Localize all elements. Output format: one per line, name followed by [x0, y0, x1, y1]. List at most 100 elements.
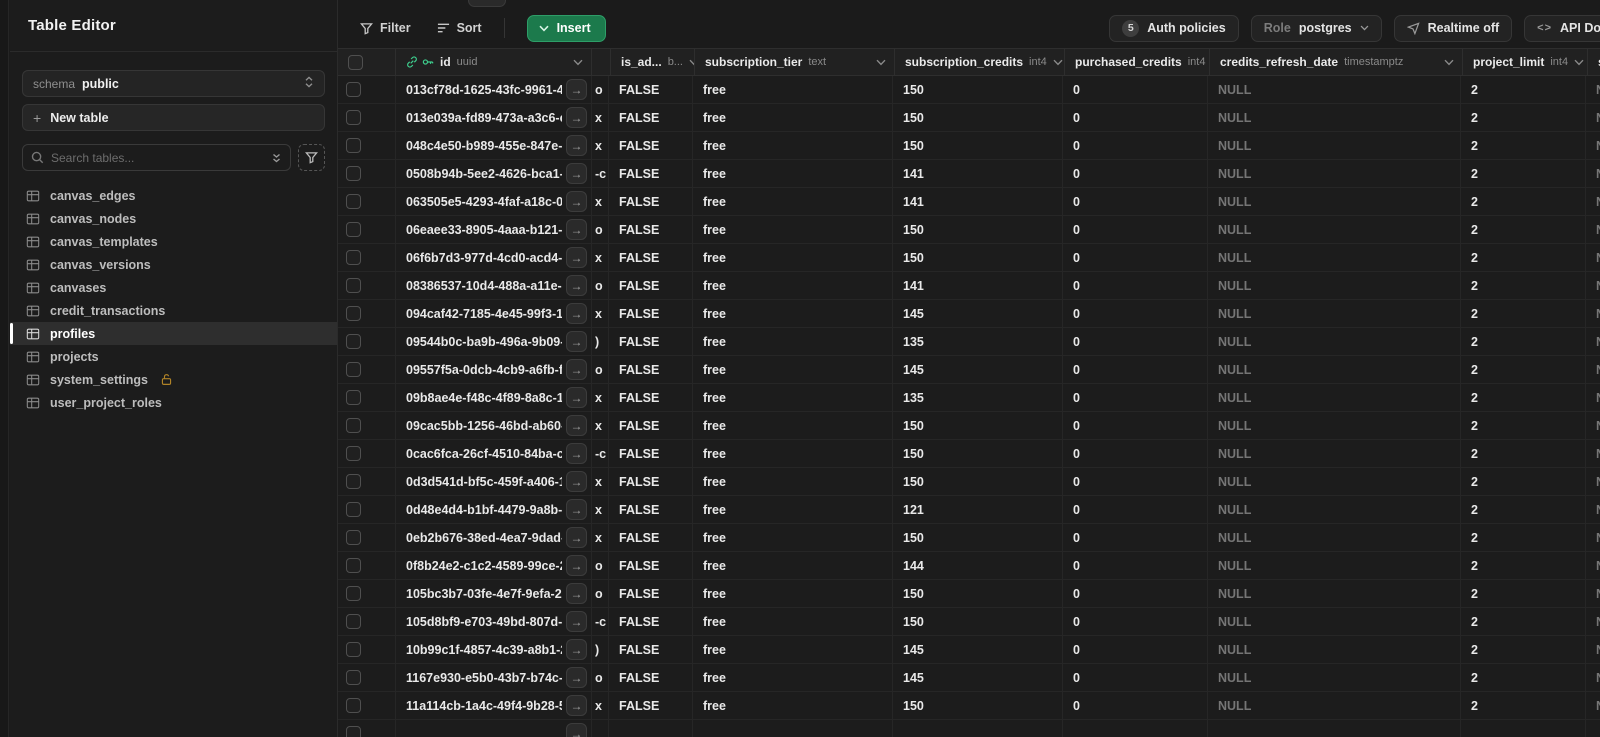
cell-tier[interactable]: free: [693, 104, 893, 131]
cell-isadmin[interactable]: FALSE: [609, 356, 693, 383]
chevron-down-icon[interactable]: [1444, 59, 1454, 66]
row-checkbox[interactable]: [346, 670, 361, 685]
cell-isadmin[interactable]: FALSE: [609, 244, 693, 271]
cell-su[interactable]: NU: [1586, 188, 1600, 215]
cell-clip[interactable]: o: [592, 664, 609, 691]
cell-id[interactable]: 0d3d541d-bf5c-459f-a406-16b93... →: [396, 468, 592, 495]
expand-row-button[interactable]: →: [566, 695, 587, 716]
cell-id[interactable]: 09544b0c-ba9b-496a-9b09-244... →: [396, 328, 592, 355]
row-checkbox-cell[interactable]: [338, 356, 396, 383]
column-header-isadmin[interactable]: is_ad... b...: [611, 49, 695, 75]
chevron-down-icon[interactable]: [1053, 59, 1063, 66]
cell-purch[interactable]: 0: [1063, 328, 1208, 355]
cell-isadmin[interactable]: FALSE: [609, 216, 693, 243]
cell-refresh[interactable]: NULL: [1208, 244, 1461, 271]
row-checkbox[interactable]: [346, 334, 361, 349]
cell-su[interactable]: NU: [1586, 328, 1600, 355]
cell-clip[interactable]: x: [592, 384, 609, 411]
cell-id[interactable]: 0eb2b676-38ed-4ea7-9dad-38e6... →: [396, 524, 592, 551]
cell-isadmin[interactable]: FALSE: [609, 160, 693, 187]
expand-row-button[interactable]: →: [566, 555, 587, 576]
expand-row-button[interactable]: →: [566, 219, 587, 240]
cell-refresh[interactable]: NULL: [1208, 272, 1461, 299]
expand-row-button[interactable]: →: [566, 163, 587, 184]
cell-clip[interactable]: -c: [592, 160, 609, 187]
cell-clip[interactable]: o: [592, 76, 609, 103]
cell-clip[interactable]: x: [592, 468, 609, 495]
cell-refresh[interactable]: NULL: [1208, 328, 1461, 355]
cell-clip[interactable]: [592, 720, 609, 737]
cell-su[interactable]: NU: [1586, 384, 1600, 411]
cell-clip[interactable]: x: [592, 496, 609, 523]
cell-limit[interactable]: 2: [1461, 328, 1586, 355]
cell-subcr[interactable]: 150: [893, 580, 1063, 607]
cell-su[interactable]: NU: [1586, 496, 1600, 523]
cell-limit[interactable]: 2: [1461, 412, 1586, 439]
cell-limit[interactable]: 2: [1461, 692, 1586, 719]
cell-refresh[interactable]: NULL: [1208, 216, 1461, 243]
row-checkbox[interactable]: [346, 474, 361, 489]
cell-id[interactable]: 105bc3b7-03fe-4e7f-9efa-21bb40... →: [396, 580, 592, 607]
cell-su[interactable]: NU: [1586, 440, 1600, 467]
cell-su[interactable]: NU: [1586, 356, 1600, 383]
cell-clip[interactable]: x: [592, 188, 609, 215]
cell-tier[interactable]: free: [693, 608, 893, 635]
cell-purch[interactable]: 0: [1063, 692, 1208, 719]
row-checkbox[interactable]: [346, 110, 361, 125]
cell-purch[interactable]: 0: [1063, 384, 1208, 411]
cell-purch[interactable]: 0: [1063, 272, 1208, 299]
cell-su[interactable]: NU: [1586, 272, 1600, 299]
cell-subcr[interactable]: 141: [893, 188, 1063, 215]
sidebar-table-item-canvas_edges[interactable]: canvas_edges: [22, 184, 325, 207]
cell-subcr[interactable]: 150: [893, 76, 1063, 103]
cell-id[interactable]: 105d8bf9-e703-49bd-807d-645e... →: [396, 608, 592, 635]
cell-refresh[interactable]: NULL: [1208, 160, 1461, 187]
cell-su[interactable]: NU: [1586, 580, 1600, 607]
cell-refresh[interactable]: NULL: [1208, 692, 1461, 719]
cell-subcr[interactable]: 145: [893, 636, 1063, 663]
cell-limit[interactable]: 2: [1461, 384, 1586, 411]
row-checkbox-cell[interactable]: [338, 132, 396, 159]
sidebar-table-item-profiles[interactable]: profiles: [10, 322, 337, 345]
cell-subcr[interactable]: 150: [893, 216, 1063, 243]
row-checkbox[interactable]: [346, 446, 361, 461]
cell-id[interactable]: 10b99c1f-4857-4c39-a8b1-263b8... →: [396, 636, 592, 663]
cell-id[interactable]: 09b8ae4e-f48c-4f89-8a8c-1629b... →: [396, 384, 592, 411]
cell-clip[interactable]: x: [592, 300, 609, 327]
row-checkbox-cell[interactable]: [338, 328, 396, 355]
cell-su[interactable]: NU: [1586, 412, 1600, 439]
cell-id[interactable]: 06eaee33-8905-4aaa-b121-ab552... →: [396, 216, 592, 243]
cell-clip[interactable]: x: [592, 692, 609, 719]
row-checkbox[interactable]: [346, 642, 361, 657]
cell-tier[interactable]: free: [693, 692, 893, 719]
cell-tier[interactable]: free: [693, 328, 893, 355]
cell-isadmin[interactable]: FALSE: [609, 188, 693, 215]
auth-policies-button[interactable]: 5 Auth policies: [1109, 14, 1239, 42]
row-checkbox-cell[interactable]: [338, 272, 396, 299]
row-checkbox[interactable]: [346, 82, 361, 97]
row-checkbox-cell[interactable]: [338, 160, 396, 187]
row-checkbox[interactable]: [346, 614, 361, 629]
cell-purch[interactable]: 0: [1063, 496, 1208, 523]
cell-tier[interactable]: free: [693, 496, 893, 523]
row-checkbox[interactable]: [346, 306, 361, 321]
cell-purch[interactable]: 0: [1063, 188, 1208, 215]
cell-id[interactable]: 013cf78d-1625-43fc-9961-442189... →: [396, 76, 592, 103]
expand-row-button[interactable]: →: [566, 191, 587, 212]
cell-subcr[interactable]: 150: [893, 692, 1063, 719]
cell-su[interactable]: NU: [1586, 132, 1600, 159]
filter-tables-button[interactable]: [298, 144, 325, 171]
cell-subcr[interactable]: 121: [893, 496, 1063, 523]
cell-limit[interactable]: [1461, 720, 1586, 737]
cell-refresh[interactable]: NULL: [1208, 300, 1461, 327]
cell-purch[interactable]: 0: [1063, 244, 1208, 271]
expand-row-button[interactable]: →: [566, 275, 587, 296]
sidebar-table-item-credit_transactions[interactable]: credit_transactions: [22, 299, 325, 322]
row-checkbox-cell[interactable]: [338, 76, 396, 103]
row-checkbox-cell[interactable]: [338, 636, 396, 663]
cell-su[interactable]: NU: [1586, 664, 1600, 691]
cell-subcr[interactable]: 145: [893, 664, 1063, 691]
cell-limit[interactable]: 2: [1461, 272, 1586, 299]
cell-limit[interactable]: 2: [1461, 216, 1586, 243]
cell-purch[interactable]: 0: [1063, 300, 1208, 327]
